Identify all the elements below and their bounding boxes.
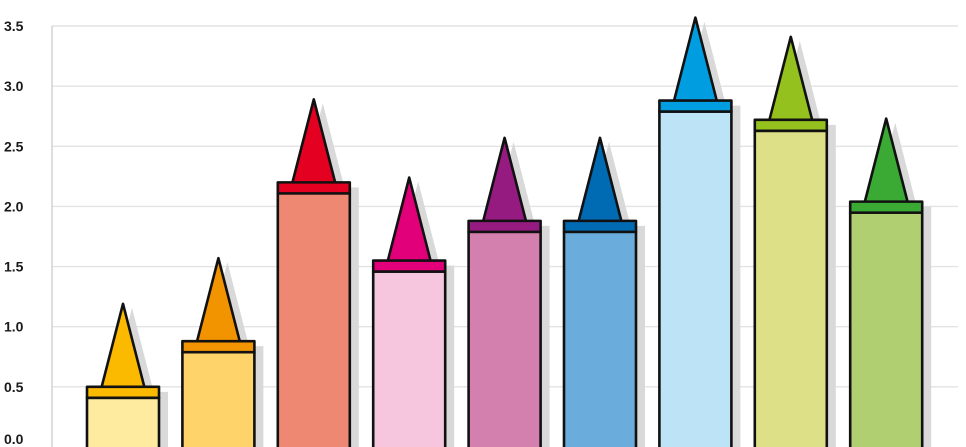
crayon-bar xyxy=(371,176,455,447)
crayon-band xyxy=(848,200,924,214)
crayon-body xyxy=(181,350,256,447)
crayon-bar xyxy=(658,16,741,447)
crayon-band xyxy=(276,181,352,195)
crayon-bars xyxy=(85,16,932,447)
crayon-band xyxy=(467,219,542,234)
crayon-body xyxy=(371,270,447,447)
crayon-band xyxy=(753,118,829,133)
y-tick-label: 1.0 xyxy=(4,319,24,335)
crayon-body xyxy=(848,211,924,447)
y-tick-label: 3.5 xyxy=(4,18,24,34)
crayon-band xyxy=(85,385,161,400)
crayon-band xyxy=(181,339,256,354)
crayon-bar xyxy=(181,256,264,447)
y-tick-label: 0.0 xyxy=(4,431,24,447)
crayon-body xyxy=(85,396,161,447)
crayon-bar xyxy=(562,136,645,447)
crayon-body xyxy=(562,230,638,447)
y-tick-label: 2.0 xyxy=(4,198,24,214)
crayon-bar xyxy=(467,136,550,447)
crayon-band xyxy=(658,99,733,113)
crayon-body xyxy=(658,110,733,447)
crayon-bar xyxy=(85,302,168,447)
y-tick-label: 0.5 xyxy=(4,379,24,395)
crayon-bar xyxy=(276,98,359,447)
crayon-bar xyxy=(753,35,836,447)
crayon-bar xyxy=(848,117,932,447)
crayon-band xyxy=(371,259,447,273)
crayon-body xyxy=(467,230,542,447)
crayon-band xyxy=(562,219,638,234)
y-tick-label: 1.5 xyxy=(4,259,24,275)
crayon-body xyxy=(753,129,829,447)
crayon-body xyxy=(276,192,352,447)
y-axis-tick-labels: 0.0 0.5 1.0 1.5 2.0 2.5 3.0 3.5 xyxy=(4,18,24,447)
y-tick-label: 3.0 xyxy=(4,78,24,94)
y-tick-label: 2.5 xyxy=(4,138,24,154)
